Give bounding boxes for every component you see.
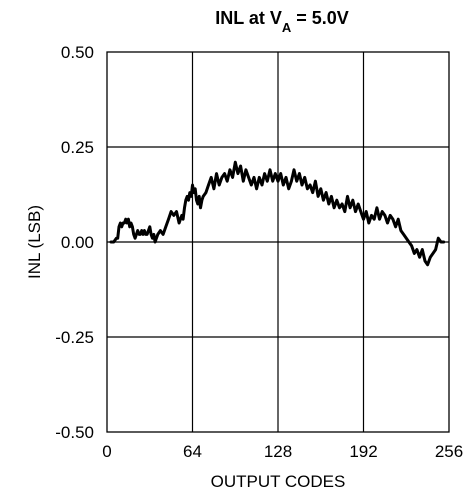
y-tick-label: 0.25 — [61, 138, 94, 157]
y-tick-label: -0.50 — [55, 423, 94, 442]
y-axis-label: INL (LSB) — [25, 205, 44, 279]
x-tick-labels: 0 64 128 192 256 — [102, 442, 463, 461]
inl-series-line — [109, 160, 446, 267]
chart-title: INL at VA = 5.0V — [215, 8, 349, 35]
x-tick-label: 256 — [435, 442, 463, 461]
y-tick-label: -0.25 — [55, 328, 94, 347]
chart-title-subscript: A — [282, 20, 292, 35]
x-tick-label: 64 — [183, 442, 202, 461]
x-tick-label: 192 — [349, 442, 377, 461]
y-tick-label: 0.50 — [61, 43, 94, 62]
plot-frame — [106, 51, 450, 433]
x-tick-label: 128 — [264, 442, 292, 461]
y-tick-labels: 0.50 0.25 0.00 -0.25 -0.50 — [55, 43, 94, 442]
grid-lines — [107, 52, 449, 432]
x-axis-label: OUTPUT CODES — [211, 472, 346, 491]
x-tick-label: 0 — [102, 442, 111, 461]
y-tick-label: 0.00 — [61, 233, 94, 252]
